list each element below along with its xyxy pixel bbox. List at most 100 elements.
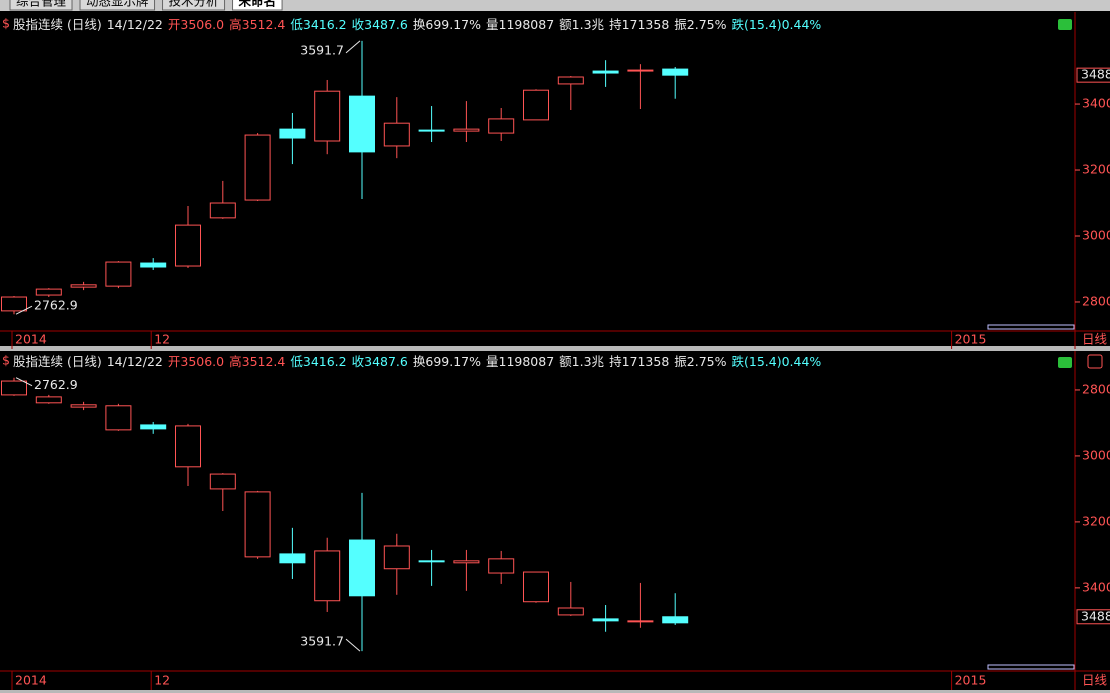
candle-body [383,122,410,147]
candle-body [1,296,27,312]
panel: 2800 3000 3200 3400 2014 12 2015 日线 3591.7 2762.9… [0,12,1110,349]
candle-body [314,90,341,142]
scrollbar [987,664,1075,670]
candle-body [279,128,306,139]
period-label: 日线 [1082,673,1108,688]
tab-frame [9,0,73,11]
y-tick-label: 3000 [1082,447,1110,462]
x-tick-label: 2015 [955,673,987,688]
panel: 2800 3000 3200 3400 2014 12 2015 日线 3591.7 2762.9… [0,351,1110,690]
x-tick-label: 2014 [15,332,47,347]
annotation-line [15,377,33,387]
tab-frame [162,0,226,11]
annotation-line [345,40,361,54]
tab-bar [0,0,1110,11]
candle-body [209,473,236,490]
tab[interactable]: 未命名 [238,0,277,9]
header-item: 持171358 [609,354,669,369]
annotation: 3591.7 [300,42,344,57]
header-item: 振2.75% [674,17,726,32]
candle-body [523,89,549,121]
candle-body [349,95,375,153]
candle-body [418,129,445,132]
annotation-line [15,305,33,315]
scrollbar [987,324,1075,330]
icon[interactable] [1087,354,1103,369]
candle-body [488,558,515,574]
tab-frame [232,0,283,11]
candle-body [244,134,271,201]
y-tick-label: 2800 [1082,381,1110,396]
header-item: 换699.17% [413,354,481,369]
icon[interactable] [1058,357,1072,368]
annotation: 2762.9 [34,298,78,313]
tab-frame [79,0,156,11]
header-item: 低3416.2 [290,354,346,369]
candle-body [140,424,167,430]
header-item: 振2.75% [674,354,726,369]
header-item: 14/12/22 [107,354,163,369]
tab[interactable]: 技术分析 [169,0,219,9]
candle-body [35,396,62,404]
header-item: 跌(15.4)0.44% [732,354,822,369]
candle-body [418,560,445,563]
candle-body [662,68,689,76]
symbol-icon: $ [2,353,10,368]
header-item: 股指连续 (日线) [13,354,102,369]
header-item: 开3506.0 [168,354,224,369]
header-item: 量1198087 [486,354,554,369]
candle-body [35,288,62,296]
x-tick-label: 12 [154,673,170,688]
tab[interactable]: 综合管理 [16,0,67,9]
last-price-box [1076,67,1110,83]
period-label: 日线 [1082,332,1108,347]
y-tick-label: 2800 [1082,293,1110,308]
candle-body [592,70,619,74]
annotation: 3591.7 [300,634,344,649]
tabs: 综合管理 动态显示牌 技术分析 未命名 [9,0,283,11]
header-item: 14/12/22 [107,17,163,32]
x-tick-label: 2014 [15,673,47,688]
header-item: 持171358 [609,17,669,32]
candle-body [279,553,306,564]
candle-body [627,69,654,72]
header: 股指连续 (日线) 14/12/22 开3506.0 高3512.4 低3416.2 收3… [13,17,821,32]
x-tick-label: 2015 [955,332,987,347]
candle-body [627,620,654,623]
candle-body [453,560,480,564]
icon[interactable] [1058,19,1072,30]
candle-body [314,550,341,602]
y-tick-label: 3400 [1082,96,1110,111]
candle-body [1,380,27,396]
candle-body [349,539,375,597]
candle-body [105,261,132,287]
candle-body [592,618,619,622]
separator [0,690,1110,693]
candle-body [488,118,515,134]
plot: 3591.7 2762.9 [1,377,689,652]
candle-body [383,545,410,570]
candle-body [209,202,236,219]
tab[interactable]: 动态显示牌 [86,0,149,9]
symbol-icon: $ [2,16,10,31]
header-item: 换699.17% [413,17,481,32]
candle-body [70,284,97,288]
header: 股指连续 (日线) 14/12/22 开3506.0 高3512.4 低3416.2 收3… [13,354,821,369]
header-item: 开3506.0 [168,17,224,32]
header-item: 低3416.2 [290,17,346,32]
plot: 3591.7 2762.9 [1,40,689,315]
separator [0,346,1110,351]
header-item: 跌(15.4)0.44% [732,17,822,32]
y-tick-label: 3200 [1082,162,1110,177]
header-item: 量1198087 [486,17,554,32]
header-item: 额1.3兆 [559,354,604,369]
header-item: 高3512.4 [229,17,285,32]
header-item: 收3487.6 [352,17,408,32]
candle-body [175,425,201,468]
y-tick-label: 3400 [1082,579,1110,594]
candle-body [140,262,167,268]
header-item: 额1.3兆 [559,17,604,32]
header-item: 高3512.4 [229,354,285,369]
last-price-label: 3488 [1081,608,1110,623]
candle-body [244,491,271,558]
